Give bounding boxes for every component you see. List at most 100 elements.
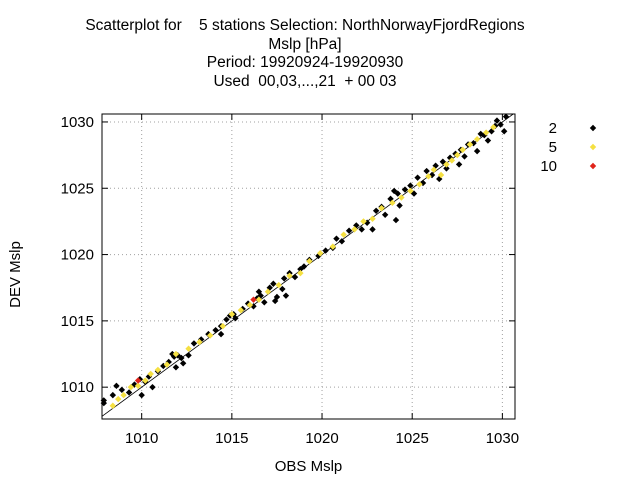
data-point — [172, 364, 180, 371]
data-point — [482, 129, 490, 136]
data-point — [381, 211, 389, 218]
data-point — [291, 273, 299, 281]
data-point — [178, 354, 185, 362]
data-point — [237, 307, 245, 314]
data-point — [398, 194, 405, 201]
data-point — [416, 181, 423, 188]
data-point — [425, 173, 432, 180]
data-point — [264, 288, 272, 295]
data-point — [149, 383, 156, 391]
data-point — [484, 137, 492, 144]
data-point — [437, 171, 445, 179]
grid — [102, 114, 515, 419]
data-points — [100, 113, 510, 409]
data-point — [329, 243, 337, 250]
data-point — [246, 301, 254, 309]
data-point — [142, 377, 149, 384]
data-point — [228, 311, 236, 318]
data-point — [270, 280, 277, 287]
data-point — [147, 370, 154, 378]
data-point — [372, 207, 380, 215]
data-point — [279, 285, 286, 293]
data-point — [317, 250, 324, 257]
data-point — [232, 315, 239, 322]
series-10 — [134, 296, 257, 384]
axis-ticks: 1010 1015 1020 1025 1030 1010 1015 1020 1025 1030 — [61, 114, 519, 447]
title-line-2: Mslp [hPa] — [268, 35, 342, 53]
data-point — [369, 226, 376, 233]
title-line-4: Used 00,03,...,21 + 00 03 — [213, 72, 397, 90]
data-point — [212, 326, 219, 334]
data-point — [154, 366, 162, 374]
data-point — [306, 257, 313, 265]
data-point — [190, 340, 198, 347]
data-point — [423, 167, 430, 175]
data-point — [443, 161, 450, 168]
data-point — [466, 141, 474, 148]
data-point — [340, 231, 347, 238]
data-point — [261, 299, 268, 306]
y-axis-label: DEV Mslp — [7, 241, 24, 308]
data-point — [219, 322, 227, 330]
data-point — [473, 147, 481, 155]
data-point — [217, 330, 225, 338]
data-point — [207, 332, 214, 339]
data-point — [443, 165, 450, 172]
chart-title: Scatterplot for 5 stations Selection: No… — [0, 17, 610, 91]
data-point — [169, 350, 176, 358]
data-point — [369, 215, 376, 222]
data-point — [338, 238, 346, 245]
data-point — [345, 227, 353, 234]
data-point — [500, 128, 508, 135]
data-point — [333, 235, 340, 242]
legend-marker — [589, 124, 597, 132]
data-point — [410, 190, 418, 197]
data-point — [223, 316, 230, 323]
data-point — [138, 391, 145, 399]
legend: 2 5 10 — [540, 120, 597, 175]
data-point — [255, 296, 263, 303]
data-point — [396, 202, 403, 209]
data-point — [250, 296, 257, 303]
data-point — [113, 382, 120, 390]
data-point — [170, 353, 178, 360]
data-point — [473, 135, 481, 143]
data-point — [185, 352, 192, 359]
data-point — [120, 391, 127, 399]
legend-label: 10 — [540, 158, 557, 175]
data-point — [502, 113, 510, 120]
data-point — [428, 171, 436, 179]
y-tick-label: 1025 — [61, 180, 94, 197]
y-tick-label: 1015 — [61, 313, 94, 330]
data-point — [407, 187, 414, 195]
x-tick-label: 1030 — [486, 430, 519, 447]
data-point — [118, 386, 126, 394]
x-tick-label: 1020 — [305, 430, 338, 447]
data-point — [134, 377, 142, 384]
data-point — [448, 157, 456, 164]
data-point — [115, 395, 122, 403]
data-point — [255, 288, 263, 295]
y-tick-label: 1010 — [61, 379, 94, 396]
data-point — [163, 361, 171, 368]
legend-marker — [589, 143, 597, 151]
data-point — [109, 402, 117, 409]
plot-frame — [101, 113, 516, 420]
data-point — [134, 382, 142, 390]
data-point — [401, 186, 409, 193]
data-point — [490, 124, 497, 131]
data-point — [455, 161, 463, 168]
data-point — [286, 272, 293, 279]
x-axis-label: OBS Mslp — [275, 458, 343, 475]
data-point — [392, 216, 400, 224]
data-point — [322, 247, 329, 254]
data-point — [282, 292, 290, 299]
data-point — [430, 166, 438, 173]
data-point — [360, 218, 367, 225]
data-point — [378, 204, 385, 212]
x-tick-label: 1015 — [215, 430, 248, 447]
series-5 — [109, 124, 497, 409]
data-point — [497, 121, 504, 128]
data-point — [407, 182, 414, 189]
